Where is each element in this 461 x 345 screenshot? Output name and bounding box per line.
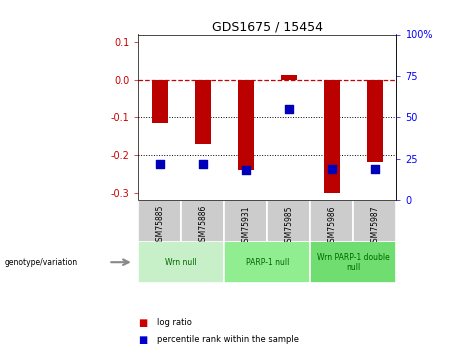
Bar bbox=[195, 80, 211, 144]
Bar bbox=[354, 200, 396, 242]
Bar bbox=[281, 75, 297, 80]
Bar bbox=[152, 80, 168, 123]
Text: Wrn PARP-1 double
null: Wrn PARP-1 double null bbox=[317, 253, 390, 272]
Bar bbox=[181, 200, 225, 242]
Text: percentile rank within the sample: percentile rank within the sample bbox=[157, 335, 299, 344]
Bar bbox=[238, 80, 254, 170]
Bar bbox=[310, 200, 354, 242]
Text: GSM75985: GSM75985 bbox=[284, 205, 293, 247]
Bar bbox=[138, 200, 181, 242]
Text: ■: ■ bbox=[138, 318, 148, 327]
Point bbox=[199, 161, 207, 166]
Text: GSM75886: GSM75886 bbox=[198, 205, 207, 246]
Point bbox=[371, 166, 378, 171]
Bar bbox=[310, 241, 396, 283]
Text: GSM75986: GSM75986 bbox=[327, 205, 337, 247]
Point bbox=[242, 168, 249, 173]
Text: Wrn null: Wrn null bbox=[165, 258, 197, 267]
Title: GDS1675 / 15454: GDS1675 / 15454 bbox=[212, 20, 323, 33]
Bar bbox=[267, 200, 310, 242]
Bar bbox=[367, 80, 383, 162]
Text: genotype/variation: genotype/variation bbox=[5, 258, 78, 267]
Point bbox=[328, 166, 336, 171]
Bar bbox=[225, 200, 267, 242]
Text: ■: ■ bbox=[138, 335, 148, 345]
Text: GSM75987: GSM75987 bbox=[371, 205, 379, 247]
Bar bbox=[324, 80, 340, 193]
Text: GSM75931: GSM75931 bbox=[242, 205, 250, 247]
Bar bbox=[138, 241, 225, 283]
Text: PARP-1 null: PARP-1 null bbox=[246, 258, 289, 267]
Point bbox=[285, 106, 293, 112]
Text: log ratio: log ratio bbox=[157, 318, 192, 327]
Bar bbox=[225, 241, 310, 283]
Text: GSM75885: GSM75885 bbox=[155, 205, 164, 246]
Point bbox=[156, 161, 164, 166]
